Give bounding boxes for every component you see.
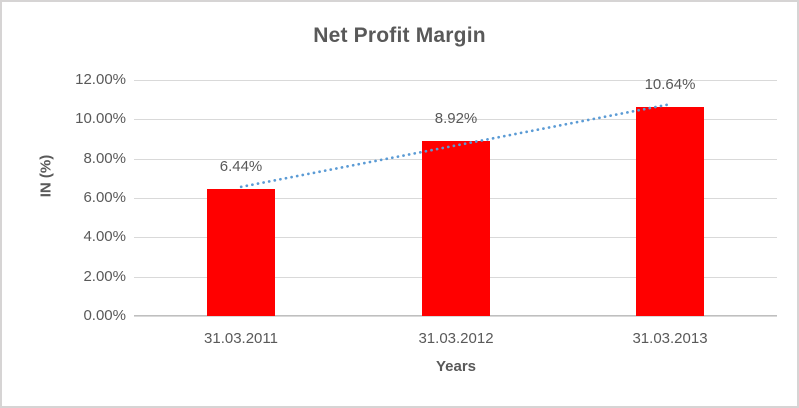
bar-31.03.2011 bbox=[207, 189, 275, 316]
gridline bbox=[134, 80, 777, 81]
x-tick-label: 31.03.2013 bbox=[632, 330, 708, 347]
x-axis-title: Years bbox=[435, 358, 477, 375]
gridline bbox=[134, 119, 777, 120]
y-tick-label: 8.00% bbox=[83, 150, 126, 167]
y-tick-label: 6.00% bbox=[83, 189, 126, 206]
data-label: 8.92% bbox=[434, 110, 478, 127]
data-label: 10.64% bbox=[644, 76, 696, 93]
x-tick-label: 31.03.2011 bbox=[204, 330, 278, 347]
trendline-dotted bbox=[239, 102, 672, 189]
data-label: 6.44% bbox=[219, 158, 263, 175]
y-tick-label: 10.00% bbox=[75, 110, 126, 127]
y-tick-label: 0.00% bbox=[83, 307, 126, 324]
bar-31.03.2012 bbox=[422, 141, 490, 316]
y-tick-label: 4.00% bbox=[83, 228, 126, 245]
chart-title: Net Profit Margin bbox=[313, 24, 486, 47]
x-tick-label: 31.03.2012 bbox=[418, 330, 494, 347]
plot-area: 6.44% 8.92% 10.64% bbox=[134, 76, 777, 317]
y-tick-label: 12.00% bbox=[75, 71, 126, 88]
gridline bbox=[134, 316, 777, 317]
bar-31.03.2013 bbox=[636, 107, 704, 316]
y-tick-label: 2.00% bbox=[83, 268, 126, 285]
